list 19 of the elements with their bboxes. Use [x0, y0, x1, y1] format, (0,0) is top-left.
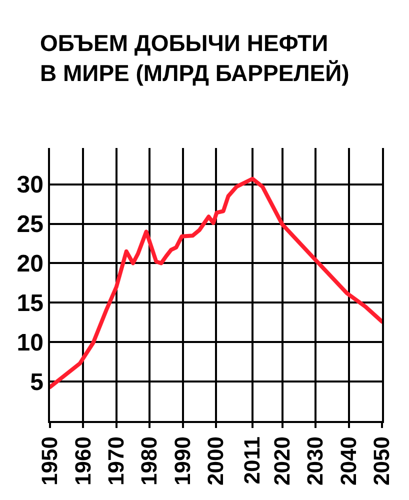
- y-tick-label: 5: [30, 368, 44, 396]
- x-tick-label: 2030: [302, 436, 328, 486]
- y-tick-label: 25: [16, 211, 44, 238]
- x-tick-label: 1970: [104, 436, 129, 486]
- x-tick-label: 2050: [369, 436, 394, 486]
- y-tick-label: 10: [16, 330, 44, 356]
- x-tick-label: 1990: [170, 436, 195, 486]
- y-tick-label: 20: [16, 250, 44, 278]
- y-tick-label: 15: [16, 290, 44, 318]
- line-series: [50, 176, 382, 390]
- chart-title: ОБЪЕМ ДОБЫЧИ НЕФТИ В МИРЕ (МЛРД БАРРЕЛЕЙ): [40, 30, 350, 86]
- x-tick-label: 2011: [240, 436, 265, 484]
- y-tick-label: 30: [16, 172, 44, 199]
- x-tick-label: 1980: [136, 436, 162, 486]
- x-tick-label: 2000: [203, 436, 228, 486]
- x-tick-label: 1950: [37, 436, 62, 486]
- x-tick-label: 1960: [70, 436, 96, 486]
- x-tick-label: 2040: [336, 436, 361, 486]
- x-tick-label: 2020: [270, 436, 295, 486]
